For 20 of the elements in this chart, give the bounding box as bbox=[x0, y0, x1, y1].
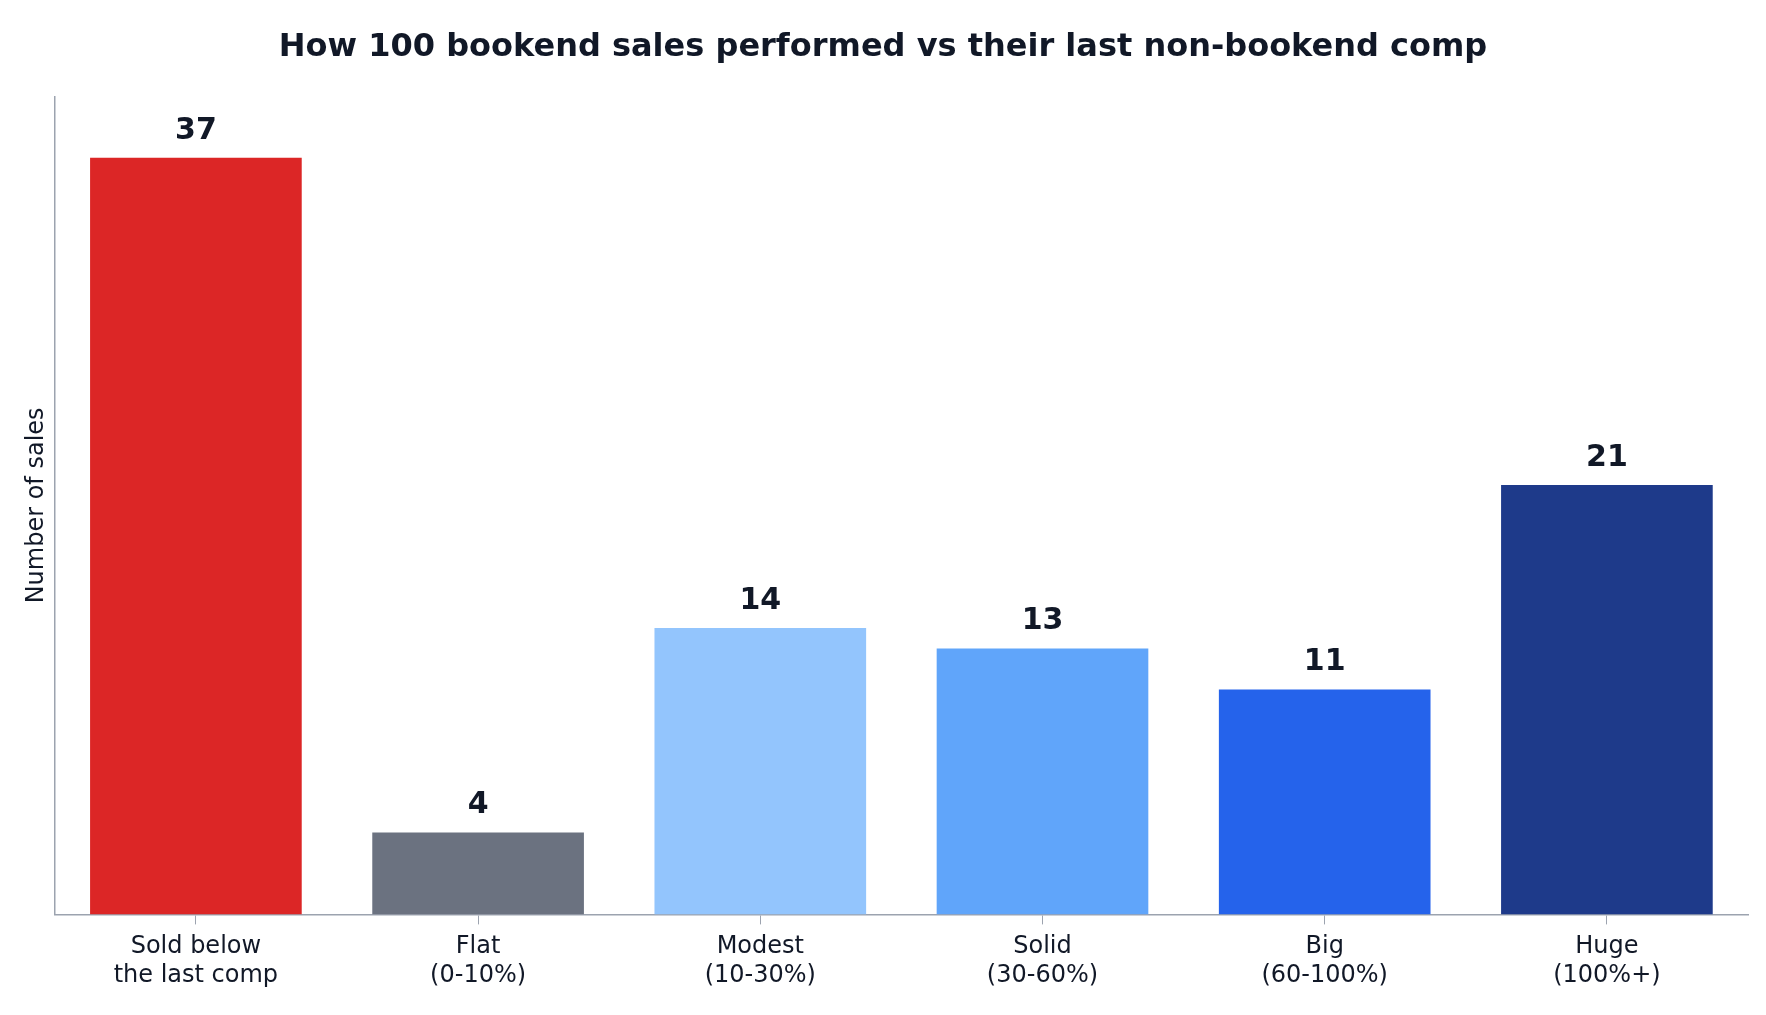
data-label: 21 bbox=[1586, 437, 1628, 473]
bar bbox=[654, 628, 867, 915]
bar bbox=[936, 648, 1149, 915]
x-tick-label: Flat (0-10%) bbox=[430, 931, 527, 988]
data-label: 4 bbox=[467, 785, 489, 821]
data-label: 13 bbox=[1021, 601, 1064, 637]
data-label: 14 bbox=[739, 580, 782, 616]
bar bbox=[1501, 484, 1713, 915]
x-tick-label: Huge (100%+) bbox=[1553, 931, 1661, 988]
chart-title: How 100 bookend sales performed vs their last non-bookend comp bbox=[278, 25, 1488, 64]
x-tick-label: Modest (10-30%) bbox=[704, 931, 816, 988]
data-label: 37 bbox=[175, 110, 217, 146]
data-label: 11 bbox=[1303, 642, 1346, 678]
x-tick-label: Solid (30-60%) bbox=[986, 931, 1099, 988]
bar bbox=[372, 832, 584, 915]
y-axis-title: Number of sales bbox=[20, 407, 49, 604]
x-tick-label: Big (60-100%) bbox=[1261, 931, 1388, 988]
bar bbox=[90, 157, 302, 915]
x-tick-label: Sold below the last comp bbox=[113, 931, 279, 988]
bar bbox=[1218, 689, 1431, 915]
